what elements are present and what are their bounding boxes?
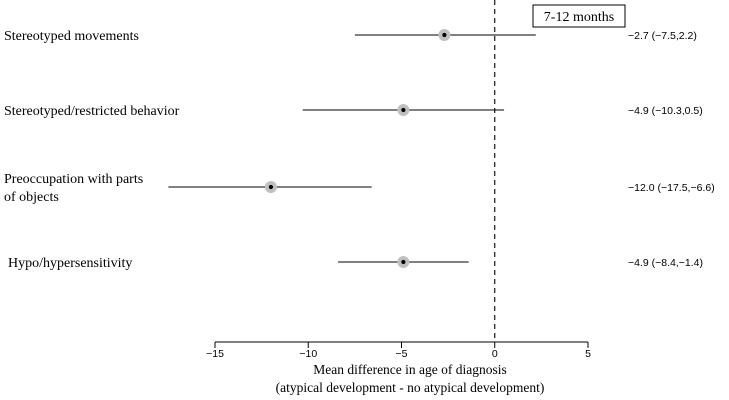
forest-row: Stereotyped/restricted behavior −4.9 (−10… <box>4 104 703 119</box>
x-axis-title-line1: Mean difference in age of diagnosis <box>313 362 507 377</box>
estimate-dot <box>401 259 406 265</box>
ci-value-label: −4.9 (−8.4,−1.4) <box>628 257 703 269</box>
estimate-dot <box>442 32 447 38</box>
x-tick-label: −5 <box>396 348 408 360</box>
x-tick-label: −10 <box>299 348 317 360</box>
row-label: of objects <box>4 190 59 205</box>
x-tick-label: −15 <box>206 348 224 360</box>
panel-label: 7-12 months <box>544 10 614 25</box>
ci-value-label: −4.9 (−10.3,0.5) <box>628 105 703 117</box>
estimate-dot <box>268 184 274 190</box>
x-tick-label: 0 <box>492 348 498 360</box>
row-label: Preoccupation with parts <box>4 172 143 187</box>
forest-row: Hypo/hypersensitivity −4.9 (−8.4,−1.4) <box>8 256 703 271</box>
row-label: Hypo/hypersensitivity <box>8 256 132 271</box>
forest-row: Stereotyped movements −2.7 (−7.5,2.2) <box>4 29 697 44</box>
forest-row: Preoccupation with parts of objects −12.0 … <box>4 172 715 205</box>
x-axis-title-line2: (atypical development - no atypical deve… <box>276 380 545 395</box>
panel-label-box: 7-12 months <box>532 4 626 28</box>
x-tick-label: 5 <box>585 348 591 360</box>
row-label: Stereotyped movements <box>4 29 139 44</box>
estimate-dot <box>401 107 406 113</box>
ci-value-label: −12.0 (−17.5,−6.6) <box>628 182 715 194</box>
row-label: Stereotyped/restricted behavior <box>4 104 180 119</box>
ci-value-label: −2.7 (−7.5,2.2) <box>628 30 697 42</box>
